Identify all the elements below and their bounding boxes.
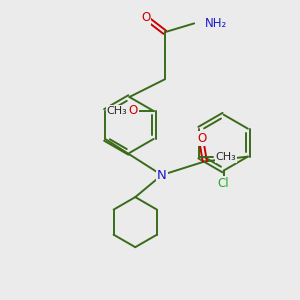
Text: NH₂: NH₂ [205, 17, 227, 30]
Text: CH₃: CH₃ [106, 106, 127, 116]
Text: N: N [157, 169, 167, 182]
Text: O: O [141, 11, 150, 24]
Text: Cl: Cl [218, 177, 230, 190]
Text: CH₃: CH₃ [216, 152, 236, 162]
Text: O: O [197, 132, 206, 145]
Text: O: O [128, 104, 138, 118]
